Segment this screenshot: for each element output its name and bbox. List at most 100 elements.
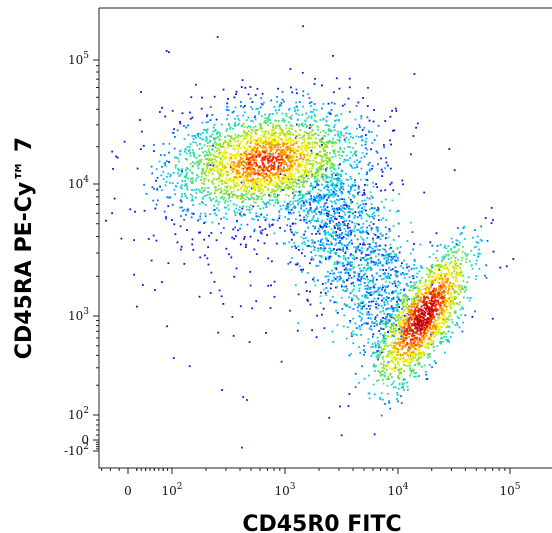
event-dot	[470, 249, 473, 252]
event-dot	[206, 164, 208, 167]
event-dot	[307, 174, 309, 177]
event-dot	[385, 295, 388, 298]
event-dot	[357, 245, 360, 248]
event-dot	[378, 330, 381, 332]
event-dot	[344, 256, 347, 259]
event-dot	[411, 298, 413, 300]
event-dot	[383, 304, 386, 306]
event-dot	[389, 313, 391, 315]
event-dot	[359, 210, 362, 213]
event-dot	[386, 368, 388, 371]
event-dot	[199, 215, 202, 218]
event-dot	[305, 144, 308, 147]
event-dot	[438, 266, 441, 269]
event-dot	[263, 135, 265, 138]
event-dot	[277, 200, 279, 203]
event-dot	[344, 259, 347, 261]
event-dot	[372, 383, 375, 386]
event-dot	[215, 144, 218, 146]
event-dot	[332, 249, 335, 252]
event-dot	[394, 285, 397, 287]
event-dot	[227, 173, 230, 176]
event-dot	[375, 303, 377, 305]
event-dot	[289, 309, 291, 312]
event-dot	[356, 306, 359, 309]
event-dot	[367, 317, 370, 319]
event-dot	[313, 246, 316, 249]
event-dot	[361, 305, 364, 308]
event-dot	[168, 161, 170, 163]
event-dot	[340, 434, 343, 437]
event-dot	[290, 118, 293, 121]
event-dot	[361, 200, 364, 202]
event-dot	[317, 125, 320, 128]
event-dot	[274, 184, 277, 187]
event-dot	[347, 206, 350, 209]
event-dot	[357, 216, 359, 219]
event-dot	[190, 96, 193, 99]
event-dot	[305, 171, 308, 173]
event-dot	[185, 126, 188, 129]
event-dot	[347, 305, 350, 308]
event-dot	[399, 358, 402, 361]
event-dot	[280, 190, 282, 192]
event-dot	[364, 255, 367, 258]
event-dot	[191, 165, 194, 168]
event-dot	[464, 252, 466, 255]
event-dot	[391, 268, 394, 271]
event-dot	[358, 346, 360, 348]
event-dot	[174, 233, 177, 236]
event-dot	[307, 158, 310, 160]
event-dot	[298, 176, 301, 179]
event-dot	[195, 177, 198, 180]
event-dot	[315, 161, 317, 163]
event-dot	[209, 164, 212, 166]
event-dot	[375, 306, 377, 309]
event-dot	[192, 161, 194, 163]
event-dot	[425, 286, 428, 289]
event-dot	[442, 340, 444, 343]
event-dot	[453, 295, 456, 298]
event-dot	[296, 179, 298, 182]
event-dot	[269, 137, 272, 139]
event-dot	[370, 221, 372, 223]
event-dot	[249, 138, 252, 140]
event-dot	[396, 302, 399, 305]
event-dot	[245, 134, 248, 137]
event-dot	[372, 181, 374, 184]
event-dot	[362, 349, 365, 351]
event-dot	[456, 244, 459, 246]
event-dot	[198, 188, 200, 191]
event-dot	[374, 234, 377, 236]
event-dot	[404, 354, 407, 356]
event-dot	[129, 208, 132, 211]
event-dot	[420, 289, 422, 292]
event-dot	[381, 299, 383, 302]
event-dot	[215, 239, 218, 242]
event-dot	[343, 314, 346, 317]
event-dot	[314, 227, 316, 230]
event-dot	[224, 199, 227, 202]
event-dot	[335, 174, 337, 176]
event-dot	[271, 139, 273, 142]
event-dot	[357, 264, 360, 267]
event-dot	[238, 209, 241, 211]
event-dot	[309, 190, 311, 193]
event-dot	[303, 177, 306, 179]
event-dot	[330, 233, 332, 235]
event-dot	[274, 119, 277, 122]
event-dot	[397, 330, 400, 332]
event-dot	[295, 135, 298, 138]
event-dot	[416, 348, 419, 351]
event-dot	[378, 356, 381, 358]
event-dot	[368, 130, 370, 132]
event-dot	[305, 161, 308, 164]
event-dot	[229, 127, 231, 130]
event-dot	[340, 209, 342, 212]
event-dot	[282, 150, 285, 153]
event-dot	[301, 136, 304, 139]
event-dot	[240, 86, 243, 88]
event-dot	[280, 360, 283, 363]
event-dot	[189, 162, 192, 165]
event-dot	[512, 258, 515, 260]
